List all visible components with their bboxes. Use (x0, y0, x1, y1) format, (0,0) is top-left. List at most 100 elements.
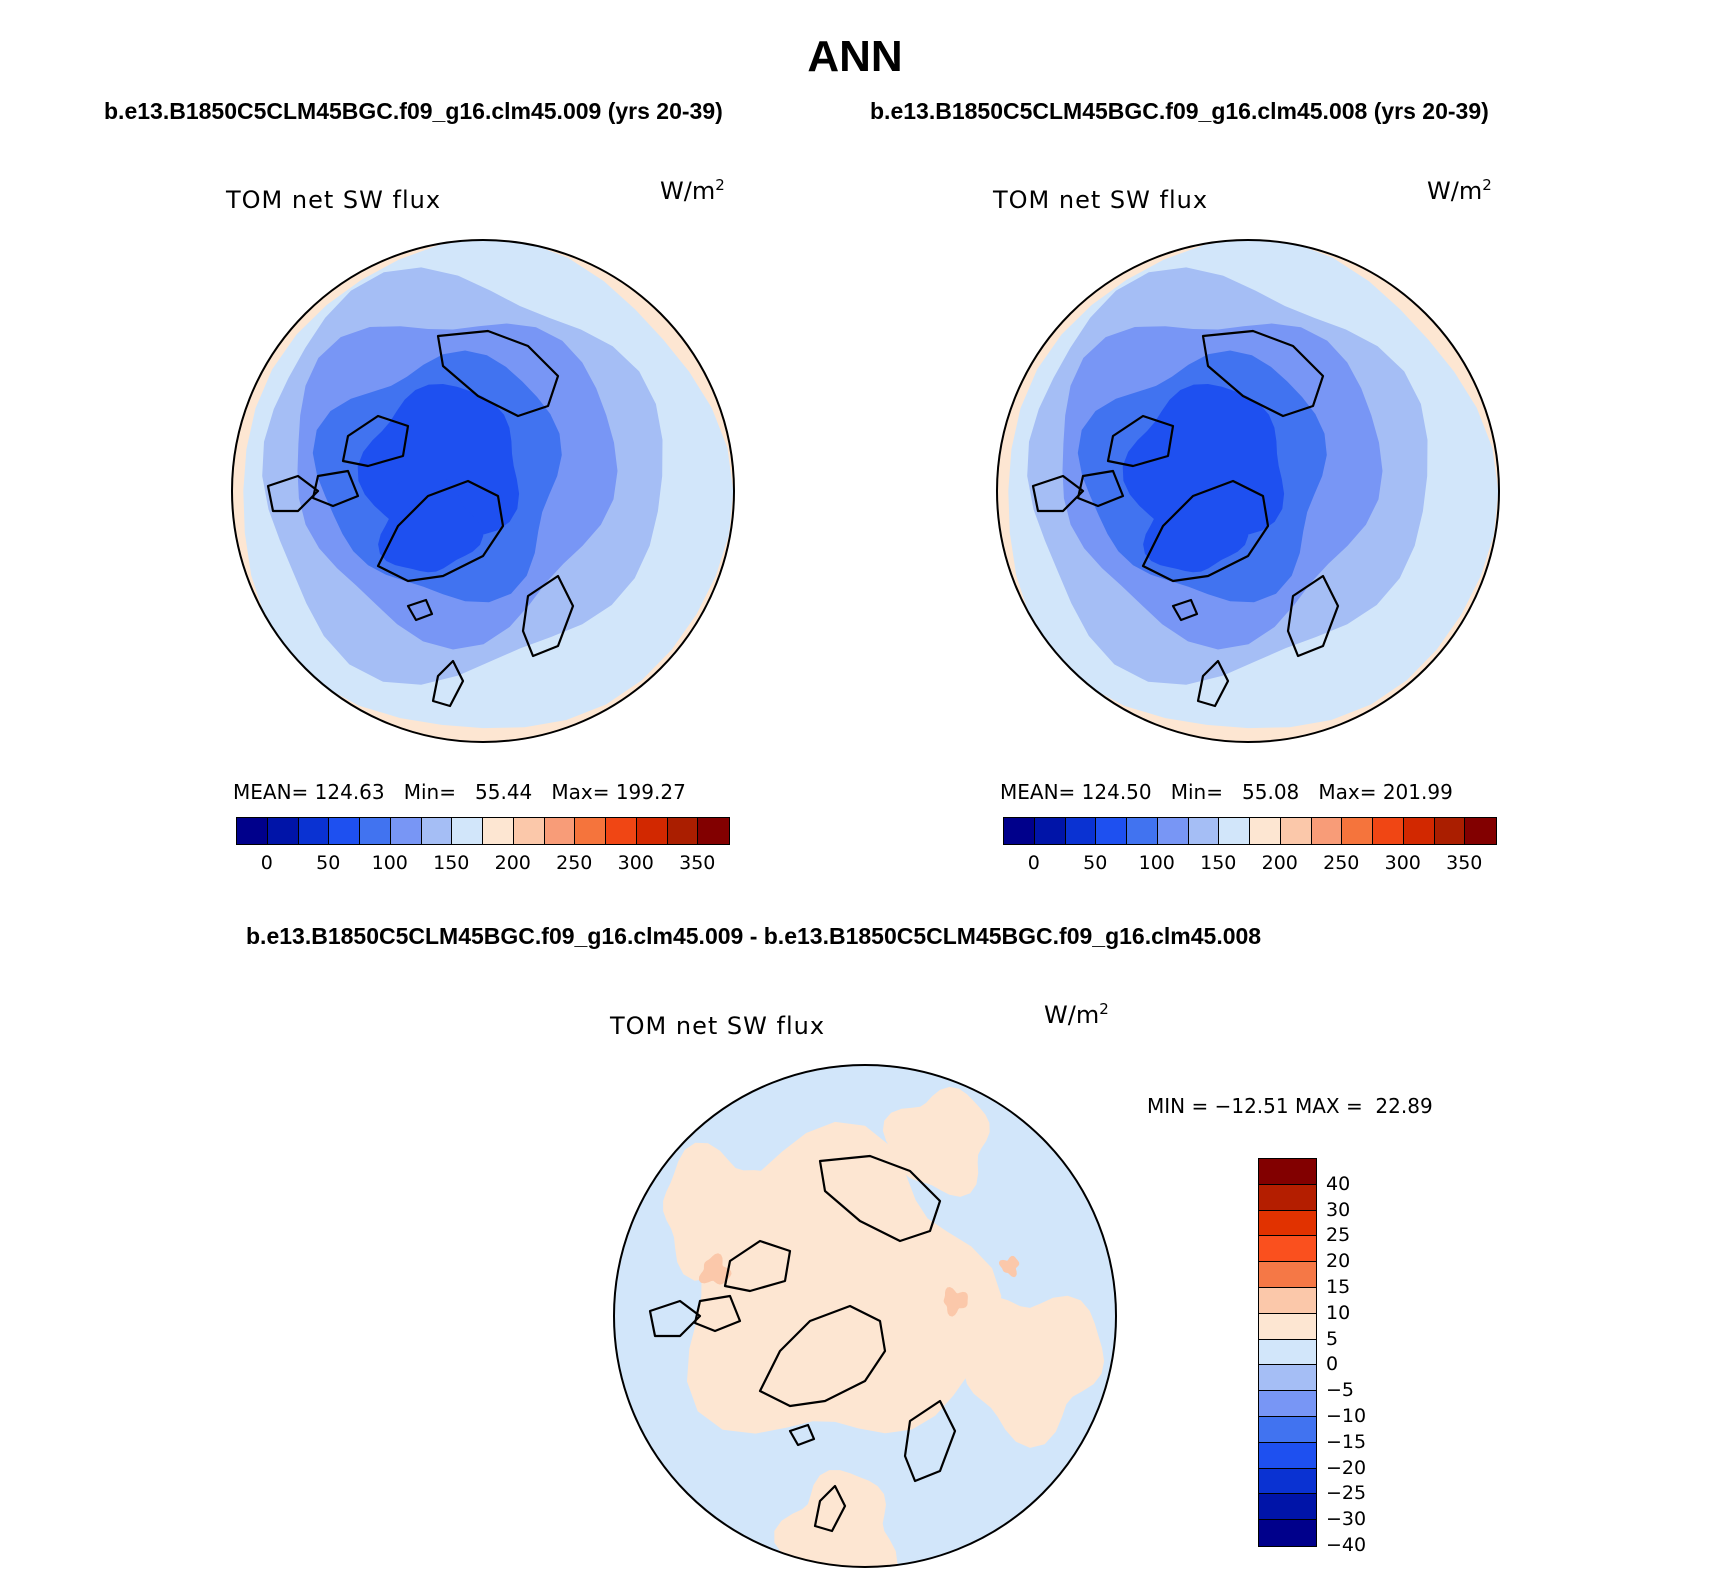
colorbar-tick-label: 5 (1326, 1327, 1339, 1350)
panel-2-stats: MEAN= 124.50 Min= 55.08 Max= 201.99 (1000, 780, 1453, 804)
colorbar-cell (1157, 818, 1189, 844)
colorbar-cell (1259, 1184, 1316, 1211)
panel-2-units: W/m2 (1427, 176, 1492, 205)
colorbar-cell (1259, 1236, 1316, 1263)
coastline (266, 474, 320, 513)
colorbar-cell (1259, 1468, 1316, 1495)
colorbar-cell (1259, 1287, 1316, 1314)
colorbar-tick-label: 10 (1326, 1301, 1351, 1324)
colorbar-cell (1188, 818, 1220, 844)
coastline (341, 414, 410, 468)
coastline (1196, 659, 1230, 708)
colorbar-cell (1259, 1262, 1316, 1288)
panel-2-polar-map (996, 239, 1500, 743)
colorbar-tick-label: 300 (1384, 852, 1421, 874)
colorbar-tick-label: 20 (1326, 1250, 1351, 1273)
colorbar-tick-label: 200 (494, 852, 531, 874)
colorbar-cell (329, 818, 360, 844)
colorbar-cell (1465, 818, 1496, 844)
coastlines (648, 1154, 957, 1533)
colorbar-tick-label: 300 (617, 852, 654, 874)
colorbar-cell (698, 818, 729, 844)
colorbar-cell (1403, 818, 1435, 844)
colorbar-cell (1127, 818, 1158, 844)
coastline (903, 1399, 957, 1483)
colorbar-cell (267, 818, 299, 844)
colorbar-cell (667, 818, 699, 844)
colorbar-cell (1259, 1365, 1316, 1392)
colorbar-cell (1259, 1442, 1316, 1469)
coastline (813, 1484, 847, 1533)
coastline (406, 598, 434, 622)
panel-2-colorbar (1003, 817, 1497, 845)
colorbar-cell (1034, 818, 1066, 844)
panel-1-label: TOM net SW flux (226, 186, 442, 214)
panel-3-units: W/m2 (1044, 1000, 1109, 1029)
coastline (436, 329, 560, 418)
colorbar-tick-label: −20 (1326, 1456, 1367, 1479)
field-band (961, 1295, 1105, 1448)
panel-3-colorbar-ticks: 40 30 25 20 15 10 5 0 −5 −10 −15 −20 −25 −30 −40 (1326, 1158, 1396, 1556)
coastline (1141, 479, 1270, 583)
coastline (758, 1304, 887, 1408)
coastline (648, 1299, 702, 1338)
field-band (378, 476, 484, 573)
colorbar-tick-label: 150 (1200, 852, 1237, 874)
coastline (1106, 414, 1175, 468)
colorbar-cell (544, 818, 576, 844)
colorbar-tick-label: 25 (1326, 1224, 1351, 1247)
panel-2-label: TOM net SW flux (993, 186, 1209, 214)
colorbar-cell (1311, 818, 1343, 844)
colorbar-cell (1259, 1520, 1316, 1546)
colorbar-tick-label: 250 (1323, 852, 1360, 874)
colorbar-tick-label: 100 (371, 852, 408, 874)
colorbar-cell (1259, 1339, 1316, 1366)
colorbar-cell (606, 818, 637, 844)
colorbar-cell (1065, 818, 1097, 844)
colorbar-cell (452, 818, 483, 844)
colorbar-tick-label: 15 (1326, 1276, 1351, 1298)
colorbar-tick-label: −10 (1326, 1405, 1367, 1427)
colorbar-tick-label: 250 (556, 852, 593, 874)
subtitle-right: b.e13.B1850C5CLM45BGC.f09_g16.clm45.008 … (870, 98, 1489, 124)
colorbar-tick-label: 50 (1083, 852, 1108, 874)
field-patch (698, 1253, 732, 1285)
colorbar-cell (1219, 818, 1250, 844)
colorbar-tick-label: −15 (1326, 1430, 1367, 1453)
coastline (1201, 329, 1325, 418)
panel-1-stats: MEAN= 124.63 Min= 55.44 Max= 199.27 (233, 780, 686, 804)
panel-3-polar-map (613, 1064, 1117, 1568)
map-boundary (996, 239, 1500, 743)
colorbar-cell (1280, 818, 1312, 844)
field-band (1143, 476, 1249, 573)
coastline (788, 1423, 816, 1447)
panel-3-stats: MIN = −12.51 MAX = 22.89 (1147, 1094, 1433, 1118)
colorbar-tick-label: 50 (316, 852, 341, 874)
colorbar-cell (1342, 818, 1373, 844)
coastline (1171, 598, 1199, 622)
colorbar-tick-label: −30 (1326, 1508, 1367, 1531)
field-band (882, 1086, 990, 1197)
colorbar-cell (1259, 1159, 1316, 1185)
subtitle-diff: b.e13.B1850C5CLM45BGC.f09_g16.clm45.009 … (246, 923, 1262, 949)
panel-2-colorbar-ticks: 0 50 100 150 200 250 300 350 (1003, 852, 1495, 876)
coastline (1031, 474, 1085, 513)
colorbar-cell (421, 818, 453, 844)
colorbar-cell (1259, 1210, 1316, 1237)
colorbar-tick-label: 100 (1138, 852, 1175, 874)
coastlines (266, 329, 575, 708)
colorbar-tick-label: 150 (433, 852, 470, 874)
colorbar-tick-label: −25 (1326, 1482, 1367, 1505)
field-band (663, 1142, 785, 1281)
colorbar-cell (390, 818, 422, 844)
coastline (521, 574, 575, 658)
colorbar-cell (1096, 818, 1127, 844)
field-patch (999, 1255, 1020, 1278)
colorbar-cell (1004, 818, 1035, 844)
panel-1-colorbar-ticks: 0 50 100 150 200 250 300 350 (236, 852, 728, 876)
coastlines (1031, 329, 1340, 708)
map-boundary (231, 239, 735, 743)
map-field (231, 239, 735, 743)
colorbar-cell (1259, 1313, 1316, 1340)
coastline (818, 1154, 942, 1243)
